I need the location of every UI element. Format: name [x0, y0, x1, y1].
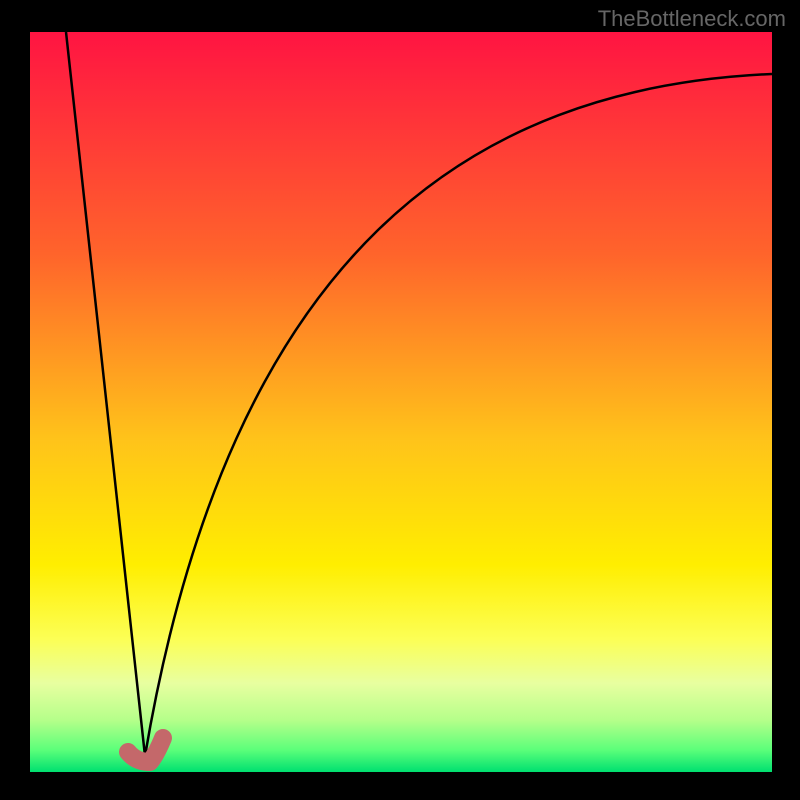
bottleneck-curve: [66, 32, 772, 756]
chart-root: TheBottleneck.com: [0, 0, 800, 800]
curve-layer: [30, 32, 772, 772]
plot-area: [30, 32, 772, 772]
watermark-text: TheBottleneck.com: [598, 6, 786, 32]
